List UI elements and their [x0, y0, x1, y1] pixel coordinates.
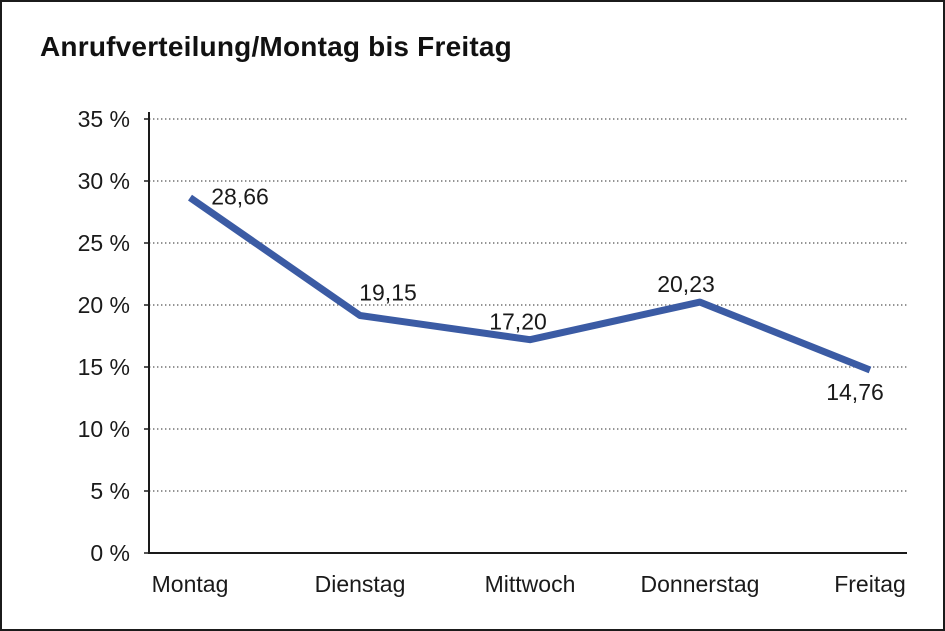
x-axis-category-label: Dienstag	[315, 571, 406, 597]
x-axis-category-label: Donnerstag	[641, 571, 760, 597]
y-axis-tick-label: 10 %	[78, 416, 130, 442]
y-axis-tick-label: 15 %	[78, 354, 130, 380]
x-axis-category-label: Montag	[152, 571, 229, 597]
y-axis-tick-label: 35 %	[78, 106, 130, 132]
y-axis-tick-label: 5 %	[90, 478, 130, 504]
y-axis-tick-label: 0 %	[90, 540, 130, 566]
chart-title: Anrufverteilung/Montag bis Freitag	[40, 31, 512, 62]
x-axis-category-label: Freitag	[834, 571, 906, 597]
y-axis-tick-label: 25 %	[78, 230, 130, 256]
y-axis-tick-label: 20 %	[78, 292, 130, 318]
y-axis-tick-label: 30 %	[78, 168, 130, 194]
data-point-label: 20,23	[657, 271, 715, 297]
x-axis-category-label: Mittwoch	[485, 571, 576, 597]
data-point-label: 19,15	[359, 280, 417, 306]
data-point-label: 17,20	[489, 309, 547, 335]
data-point-label: 28,66	[211, 184, 269, 210]
data-point-label: 14,76	[826, 379, 884, 405]
data-series-line	[188, 194, 872, 374]
